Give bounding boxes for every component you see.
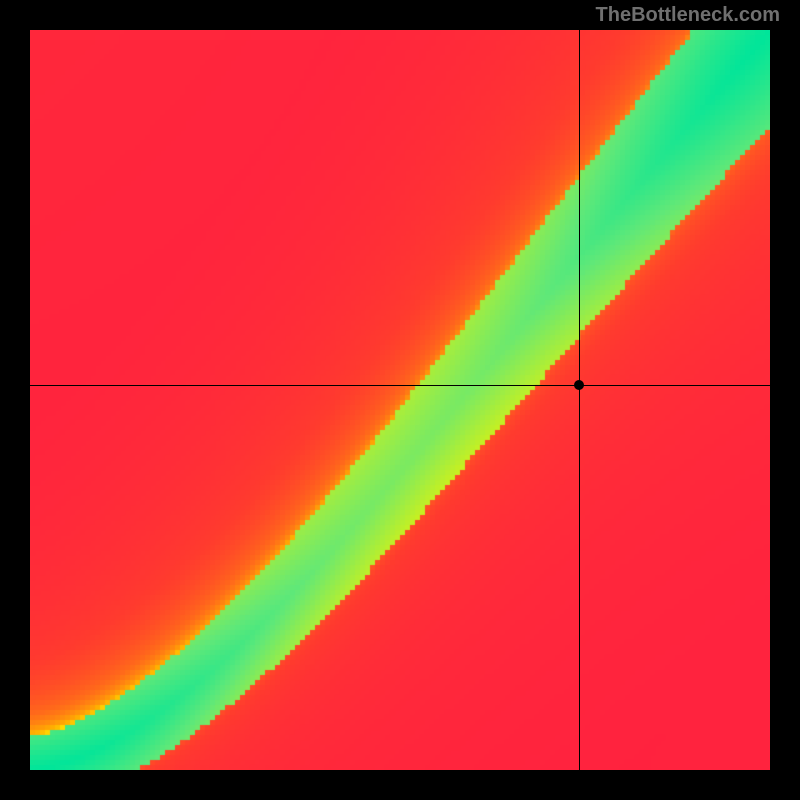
heatmap-plot <box>30 30 770 770</box>
data-point-marker <box>574 380 584 390</box>
crosshair-vertical <box>579 30 580 770</box>
crosshair-horizontal <box>30 385 770 386</box>
heatmap-canvas <box>30 30 770 770</box>
watermark-text: TheBottleneck.com <box>596 4 780 27</box>
